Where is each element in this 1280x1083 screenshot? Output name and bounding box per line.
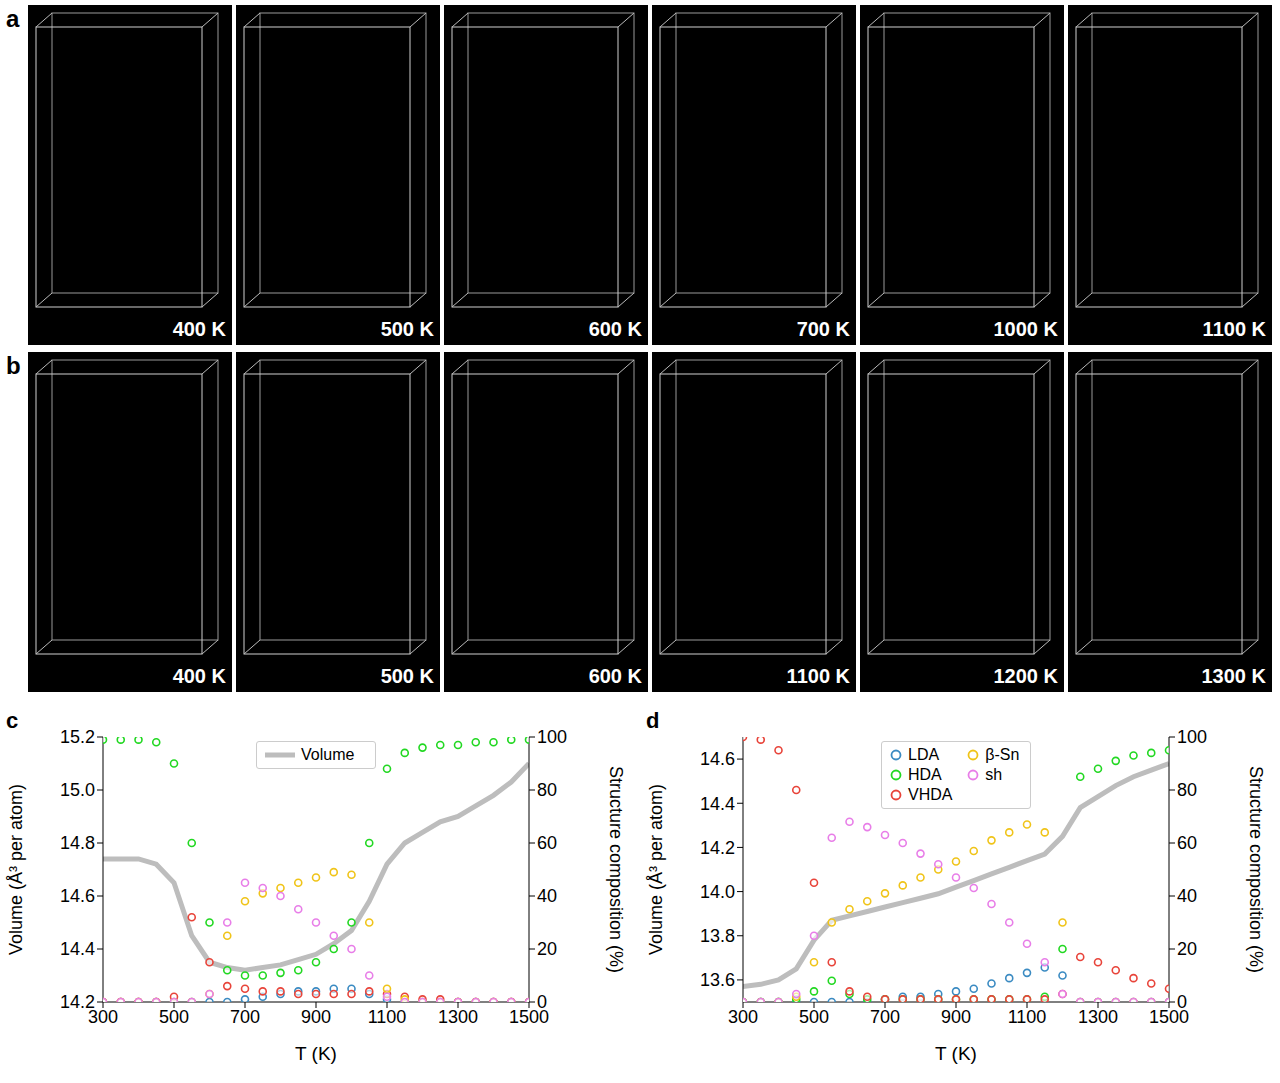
svg-text:14.4: 14.4 bbox=[700, 794, 735, 814]
html-text:c: c bbox=[6, 708, 19, 733]
html-text:400 K: 400 K bbox=[172, 318, 226, 340]
svg-text:60: 60 bbox=[1177, 833, 1197, 853]
svg-text:40: 40 bbox=[537, 886, 557, 906]
html-text:600 K: 600 K bbox=[588, 665, 642, 687]
svg-text:14.2: 14.2 bbox=[700, 838, 735, 858]
svg-text:T (K): T (K) bbox=[295, 1043, 337, 1064]
svg-text:20: 20 bbox=[537, 939, 557, 959]
html-text:700 K: 700 K bbox=[796, 318, 850, 340]
svg-text:1300: 1300 bbox=[438, 1007, 478, 1027]
html-text:500 K: 500 K bbox=[380, 318, 434, 340]
svg-text:14.0: 14.0 bbox=[700, 882, 735, 902]
html-text:sh: sh bbox=[985, 766, 1003, 783]
svg-text:60: 60 bbox=[537, 833, 557, 853]
svg-text:300: 300 bbox=[88, 1006, 118, 1027]
html-text:600 K: 600 K bbox=[588, 318, 642, 340]
html-text:1000 K: 1000 K bbox=[993, 318, 1058, 340]
svg-text:Structure composition (%): Structure composition (%) bbox=[1246, 766, 1266, 973]
svg-text:14.4: 14.4 bbox=[60, 939, 95, 959]
svg-text:1300: 1300 bbox=[1078, 1007, 1118, 1027]
html-text:b: b bbox=[6, 352, 21, 379]
svg-text:700: 700 bbox=[230, 1007, 260, 1027]
svg-text:0: 0 bbox=[1177, 992, 1187, 1012]
svg-text:300: 300 bbox=[728, 1007, 758, 1027]
svg-text:13.6: 13.6 bbox=[700, 970, 735, 990]
svg-text:T (K): T (K) bbox=[935, 1043, 977, 1064]
html-text:d: d bbox=[646, 708, 660, 733]
svg-text:1100: 1100 bbox=[1008, 1007, 1047, 1027]
html-text:1100 K: 1100 K bbox=[786, 665, 850, 687]
html-text:HDA: HDA bbox=[908, 766, 942, 783]
html-text:500 K: 500 K bbox=[380, 665, 434, 687]
html-text:a: a bbox=[6, 5, 20, 32]
html-text:Volume: Volume bbox=[301, 746, 355, 763]
svg-text:0: 0 bbox=[537, 992, 547, 1012]
svg-text:Volume (Å³ per atom): Volume (Å³ per atom) bbox=[646, 784, 666, 955]
svg-text:1100: 1100 bbox=[368, 1007, 407, 1027]
svg-text:100: 100 bbox=[1177, 727, 1207, 747]
svg-text:Structure composition (%): Structure composition (%) bbox=[606, 766, 626, 973]
html-text:1100 K: 1100 K bbox=[1202, 318, 1266, 340]
svg-text:14.2: 14.2 bbox=[60, 992, 95, 1012]
svg-text:80: 80 bbox=[537, 780, 557, 800]
html-text:1300 K: 1300 K bbox=[1201, 665, 1266, 687]
html-text:LDA: LDA bbox=[908, 746, 940, 763]
svg-text:900: 900 bbox=[941, 1007, 971, 1027]
svg-text:80: 80 bbox=[1177, 780, 1197, 800]
svg-text:700: 700 bbox=[870, 1007, 900, 1027]
svg-text:500: 500 bbox=[799, 1007, 829, 1027]
html-text:VHDA: VHDA bbox=[908, 786, 953, 803]
svg-text:900: 900 bbox=[301, 1007, 331, 1027]
html-text:1200 K: 1200 K bbox=[993, 665, 1058, 687]
svg-text:14.8: 14.8 bbox=[60, 833, 95, 853]
svg-text:1500: 1500 bbox=[1149, 1006, 1189, 1027]
svg-text:14.6: 14.6 bbox=[60, 886, 95, 906]
svg-text:14.6: 14.6 bbox=[700, 749, 735, 769]
svg-text:Volume (Å³ per atom): Volume (Å³ per atom) bbox=[6, 784, 26, 955]
svg-text:100: 100 bbox=[537, 727, 567, 747]
svg-text:40: 40 bbox=[1177, 886, 1197, 906]
svg-text:15.0: 15.0 bbox=[60, 780, 95, 800]
html-text:400 K: 400 K bbox=[172, 665, 226, 687]
svg-text:15.2: 15.2 bbox=[60, 727, 95, 747]
svg-text:20: 20 bbox=[1177, 939, 1197, 959]
svg-text:500: 500 bbox=[159, 1007, 189, 1027]
html-text:β-Sn: β-Sn bbox=[985, 746, 1020, 763]
svg-text:13.8: 13.8 bbox=[700, 926, 735, 946]
svg-text:1500: 1500 bbox=[509, 1006, 549, 1027]
